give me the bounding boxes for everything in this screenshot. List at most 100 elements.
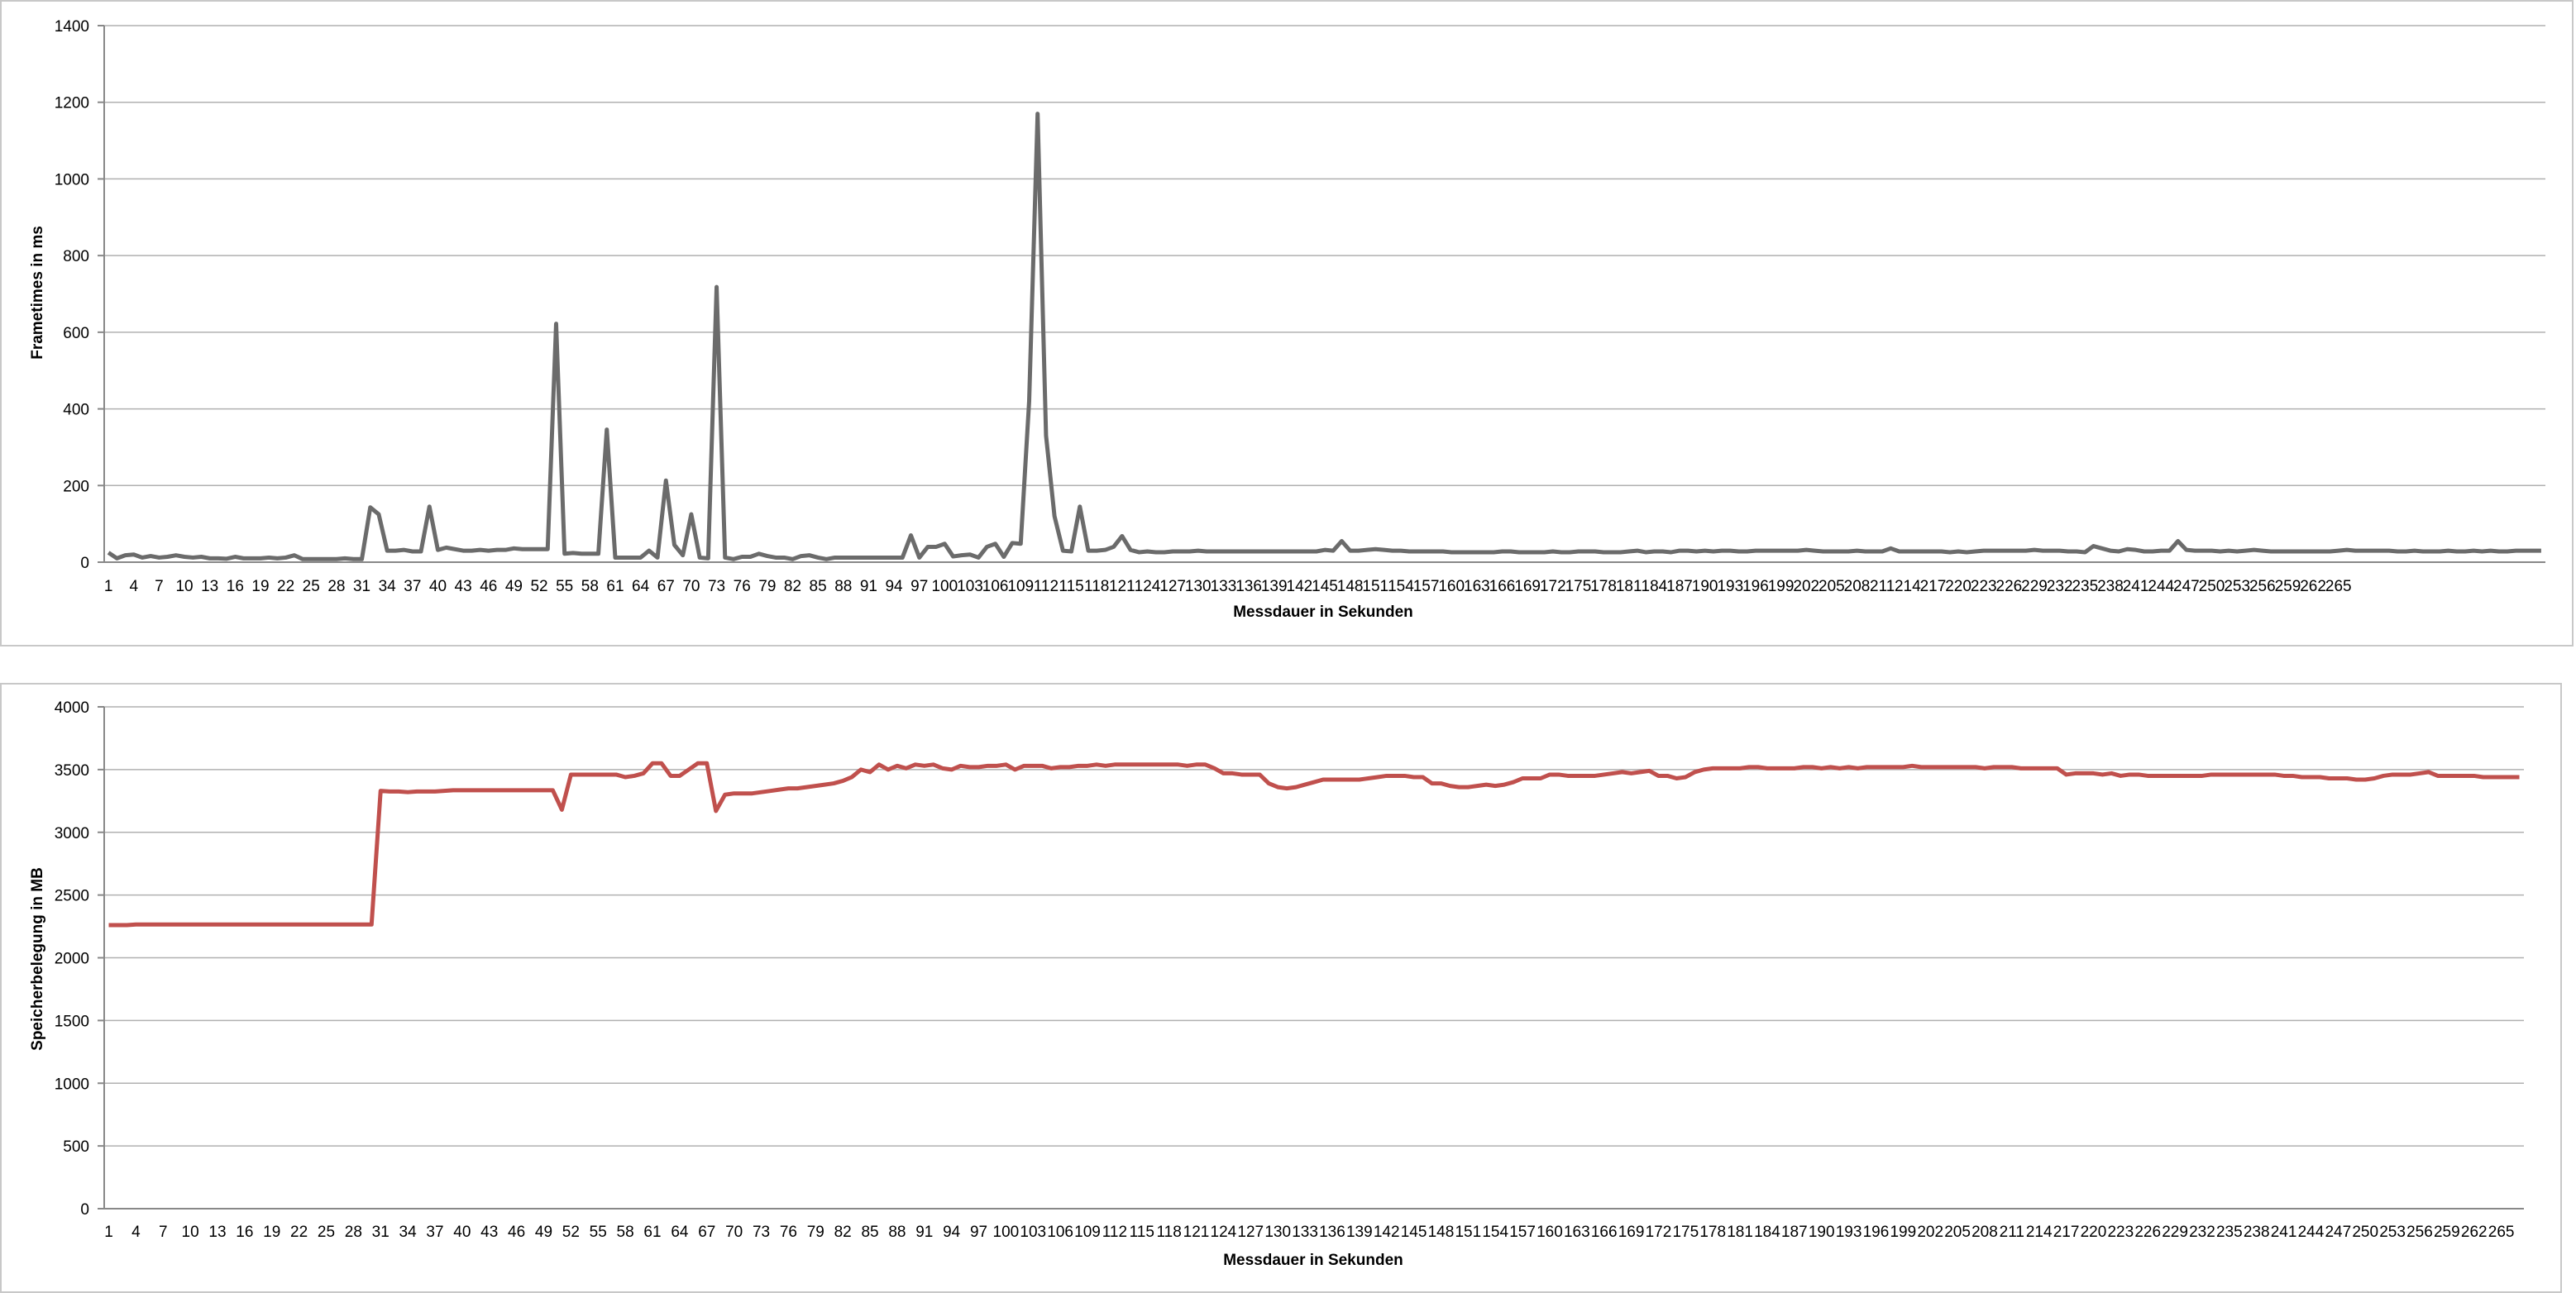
memory-x-tick-label: 22 <box>290 1224 308 1241</box>
frametime-x-tick-label: 109 <box>1007 578 1034 595</box>
frametime-series-line <box>107 112 2541 561</box>
memory-x-tick-label: 241 <box>2271 1224 2297 1241</box>
memory-y-axis-title: Speicherbelegung in MB <box>29 867 46 1051</box>
frametime-x-tick-label: 172 <box>1540 578 1566 595</box>
frametime-x-tick-label: 76 <box>734 578 751 595</box>
frametime-y-tick-label: 1000 <box>55 171 89 188</box>
memory-y-tick-label: 2000 <box>55 951 89 968</box>
memory-x-tick-label: 4 <box>131 1224 141 1241</box>
memory-y-tick-label: 500 <box>63 1138 89 1156</box>
frametime-x-tick-label: 79 <box>758 578 776 595</box>
frametime-x-tick-label: 55 <box>556 578 573 595</box>
frametime-x-tick-label: 121 <box>1109 578 1135 595</box>
memory-x-tick-label: 184 <box>1754 1224 1780 1241</box>
frametime-x-tick-label: 40 <box>429 578 447 595</box>
memory-gridlines <box>98 706 2524 1210</box>
frametime-y-tick-label: 600 <box>63 325 89 342</box>
memory-y-tick-label: 3000 <box>55 825 89 842</box>
memory-x-tick-label: 262 <box>2461 1224 2488 1241</box>
memory-x-tick-label: 76 <box>780 1224 797 1241</box>
memory-x-tick-label: 16 <box>236 1224 253 1241</box>
memory-x-tick-label: 82 <box>834 1224 852 1241</box>
frametime-x-tick-label: 25 <box>303 578 320 595</box>
frametime-x-tick-label: 196 <box>1742 578 1769 595</box>
memory-y-tick-label: 1000 <box>55 1076 89 1093</box>
memory-x-tick-label: 211 <box>2000 1224 2024 1241</box>
frametime-x-tick-label: 73 <box>708 578 725 595</box>
memory-x-tick-label: 181 <box>1727 1224 1753 1241</box>
frametime-chart: 0 200 400 600 800 1000 1200 1400 1 4 7 10 13 16 19 22 2… <box>29 18 2545 621</box>
frametime-x-tick-label: 217 <box>1920 578 1947 595</box>
memory-x-tick-label: 136 <box>1319 1224 1345 1241</box>
frametime-x-tick-label: 115 <box>1059 578 1083 595</box>
memory-x-tick-label: 133 <box>1292 1224 1318 1241</box>
frametime-x-tick-label: 70 <box>682 578 700 595</box>
frametime-x-tick-label: 178 <box>1590 578 1617 595</box>
memory-x-tick-label: 217 <box>2053 1224 2080 1241</box>
frametime-x-tick-label: 49 <box>505 578 523 595</box>
frametime-x-tick-label: 205 <box>1818 578 1845 595</box>
memory-x-tick-label: 7 <box>159 1224 168 1241</box>
memory-x-tick-label: 205 <box>1944 1224 1971 1241</box>
memory-x-tick-label: 151 <box>1455 1224 1481 1241</box>
memory-x-tick-label: 73 <box>753 1224 770 1241</box>
memory-x-tick-label: 250 <box>2352 1224 2378 1241</box>
memory-x-tick-label: 61 <box>643 1224 661 1241</box>
memory-x-tick-label: 106 <box>1047 1224 1073 1241</box>
memory-chart: 0 500 1000 1500 2000 2500 3000 3500 4000 1 4 7 10 13… <box>29 699 2524 1269</box>
memory-x-tick-label: 115 <box>1130 1224 1154 1241</box>
frametime-x-tick-label: 181 <box>1616 578 1642 595</box>
frametime-x-tick-label: 16 <box>227 578 244 595</box>
frametime-y-tick-label: 1400 <box>55 18 89 36</box>
memory-x-tick-label: 10 <box>182 1224 199 1241</box>
memory-x-tick-label: 175 <box>1672 1224 1699 1241</box>
memory-y-tick-labels: 0 500 1000 1500 2000 2500 3000 3500 4000 <box>55 699 89 1219</box>
memory-x-tick-label: 265 <box>2488 1224 2515 1241</box>
frametime-x-tick-label: 184 <box>1642 578 1668 595</box>
frametime-y-tick-label: 0 <box>80 555 89 572</box>
frametime-x-tick-label: 127 <box>1159 578 1186 595</box>
frametime-x-tick-label: 61 <box>606 578 624 595</box>
memory-x-tick-label: 214 <box>2026 1224 2053 1241</box>
memory-x-tick-labels: 1 4 7 10 13 16 19 22 25 28 31 34 37 40 43 46 49 52 55 58 61 6… <box>104 1224 2514 1241</box>
memory-chart-panel <box>0 683 2562 1293</box>
frametime-x-tick-label: 199 <box>1768 578 1795 595</box>
frametime-x-tick-label: 52 <box>530 578 547 595</box>
frametime-x-tick-label: 130 <box>1185 578 1212 595</box>
memory-x-tick-label: 220 <box>2081 1224 2107 1241</box>
memory-x-tick-label: 247 <box>2325 1224 2351 1241</box>
frametime-x-tick-label: 166 <box>1489 578 1516 595</box>
frametime-gridlines <box>98 25 2545 563</box>
frametime-x-tick-label: 253 <box>2224 578 2250 595</box>
frametime-x-tick-label: 97 <box>910 578 928 595</box>
frametime-x-tick-label: 256 <box>2249 578 2276 595</box>
memory-x-tick-label: 52 <box>562 1224 580 1241</box>
frametime-x-tick-label: 265 <box>2325 578 2352 595</box>
frametime-x-tick-label: 124 <box>1135 578 1161 595</box>
frametime-x-tick-label: 241 <box>2123 578 2149 595</box>
frametime-x-tick-label: 34 <box>379 578 397 595</box>
frametime-y-tick-label: 1200 <box>55 95 89 112</box>
frametime-y-tick-label: 400 <box>63 402 89 419</box>
memory-x-tick-label: 40 <box>453 1224 471 1241</box>
memory-x-tick-label: 229 <box>2162 1224 2188 1241</box>
frametime-x-tick-label: 43 <box>455 578 472 595</box>
frametime-y-tick-label: 800 <box>63 248 89 265</box>
frametime-x-tick-label: 175 <box>1565 578 1592 595</box>
frametime-x-tick-label: 46 <box>480 578 497 595</box>
frametime-x-tick-label: 250 <box>2199 578 2225 595</box>
memory-x-tick-label: 13 <box>208 1224 226 1241</box>
frametime-x-tick-label: 7 <box>155 578 164 595</box>
memory-x-tick-label: 187 <box>1781 1224 1808 1241</box>
frametime-x-tick-label: 31 <box>353 578 370 595</box>
memory-x-tick-label: 55 <box>590 1224 607 1241</box>
frametime-x-tick-label: 100 <box>931 578 958 595</box>
frametime-x-tick-label: 142 <box>1287 578 1313 595</box>
memory-y-tick-label: 2500 <box>55 888 89 905</box>
memory-x-tick-label: 85 <box>861 1224 878 1241</box>
frametime-x-tick-label: 169 <box>1514 578 1541 595</box>
memory-x-tick-label: 58 <box>617 1224 634 1241</box>
frametime-x-tick-label: 151 <box>1362 578 1388 595</box>
frametime-x-tick-label: 88 <box>834 578 852 595</box>
